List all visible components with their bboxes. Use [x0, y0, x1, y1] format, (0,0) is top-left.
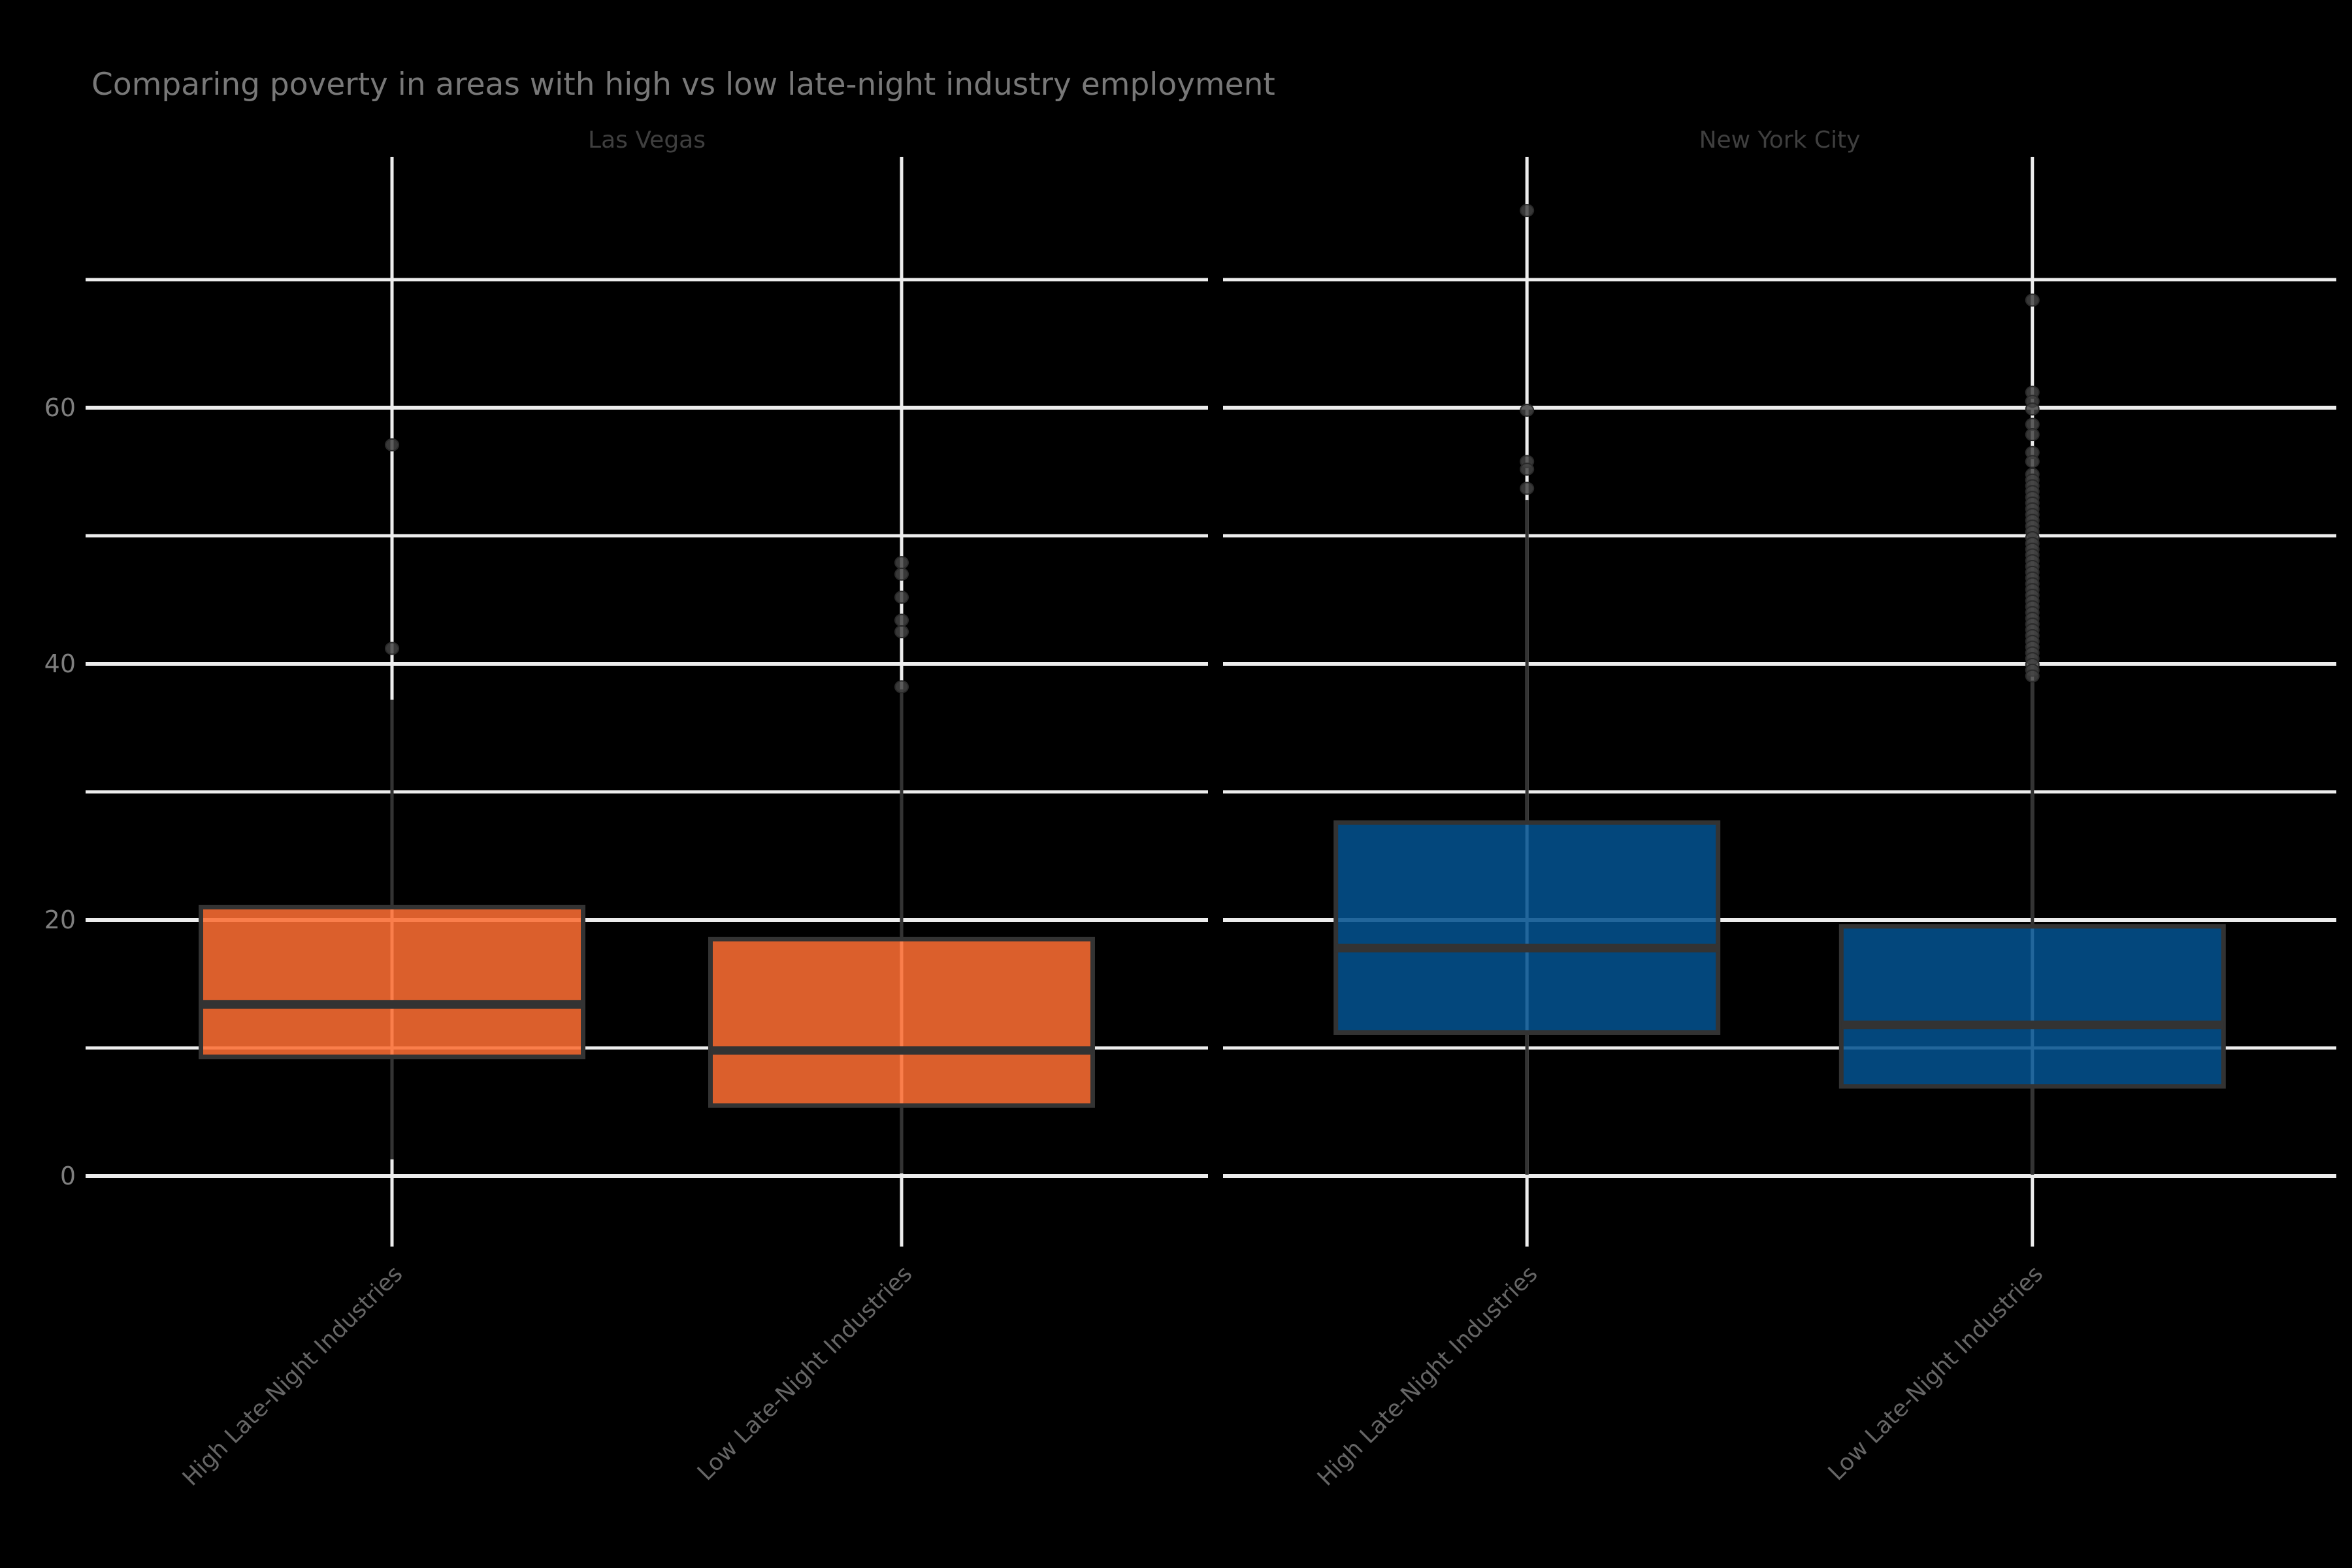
outlier-point	[2025, 293, 2040, 307]
x-tick-label: High Late-Night Industries	[1313, 1261, 1543, 1491]
outlier-point	[894, 556, 909, 570]
outlier-point	[1520, 463, 1535, 476]
panel-strip-label-new-york-city: New York City	[1699, 127, 1861, 154]
y-tick-label: 0	[60, 1162, 76, 1190]
outlier-point	[894, 625, 909, 638]
x-tick-label: Low Late-Night Industries	[693, 1261, 917, 1486]
y-tick-label: 60	[44, 393, 76, 422]
box	[199, 904, 586, 1060]
outlier-point	[894, 567, 909, 581]
outlier-point	[2025, 455, 2040, 468]
outlier-point	[1520, 204, 1535, 218]
y-tick-label: 40	[44, 649, 76, 678]
box	[708, 936, 1095, 1108]
outlier-point	[385, 438, 400, 451]
outlier-point	[385, 642, 400, 655]
box	[1838, 924, 2226, 1089]
chart-title: Comparing poverty in areas with high vs …	[91, 67, 1275, 103]
outlier-point	[1520, 403, 1535, 417]
x-tick-label: High Late-Night Industries	[178, 1261, 408, 1491]
outlier-point	[894, 591, 909, 604]
panel-strip-label-las-vegas: Las Vegas	[588, 127, 706, 154]
outlier-point	[1520, 482, 1535, 495]
outlier-point	[894, 680, 909, 694]
outlier-point	[2025, 428, 2040, 442]
x-tick-label: Low Late-Night Industries	[1823, 1261, 2048, 1486]
box	[1333, 820, 1721, 1035]
outlier-point	[894, 613, 909, 627]
outlier-point	[2025, 669, 2040, 683]
outlier-point	[2025, 402, 2040, 416]
y-tick-label: 20	[44, 906, 76, 934]
